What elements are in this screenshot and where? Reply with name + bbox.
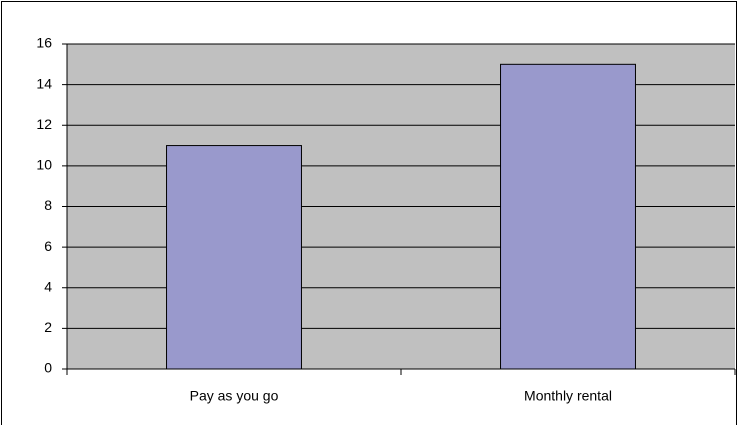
bar [500, 63, 636, 370]
y-tick-label: 8 [44, 197, 52, 213]
y-tick-label: 10 [36, 157, 52, 173]
y-tick-label: 14 [36, 75, 52, 91]
y-tick-label: 4 [44, 278, 52, 294]
bar [166, 145, 302, 370]
x-tick-label: Pay as you go [190, 388, 279, 404]
y-tick-label: 16 [36, 35, 52, 51]
x-tick-label: Monthly rental [524, 388, 612, 404]
y-tick-label: 6 [44, 238, 52, 254]
y-tick-label: 12 [36, 116, 52, 132]
y-tick-label: 0 [44, 360, 52, 376]
y-tick-label: 2 [44, 319, 52, 335]
